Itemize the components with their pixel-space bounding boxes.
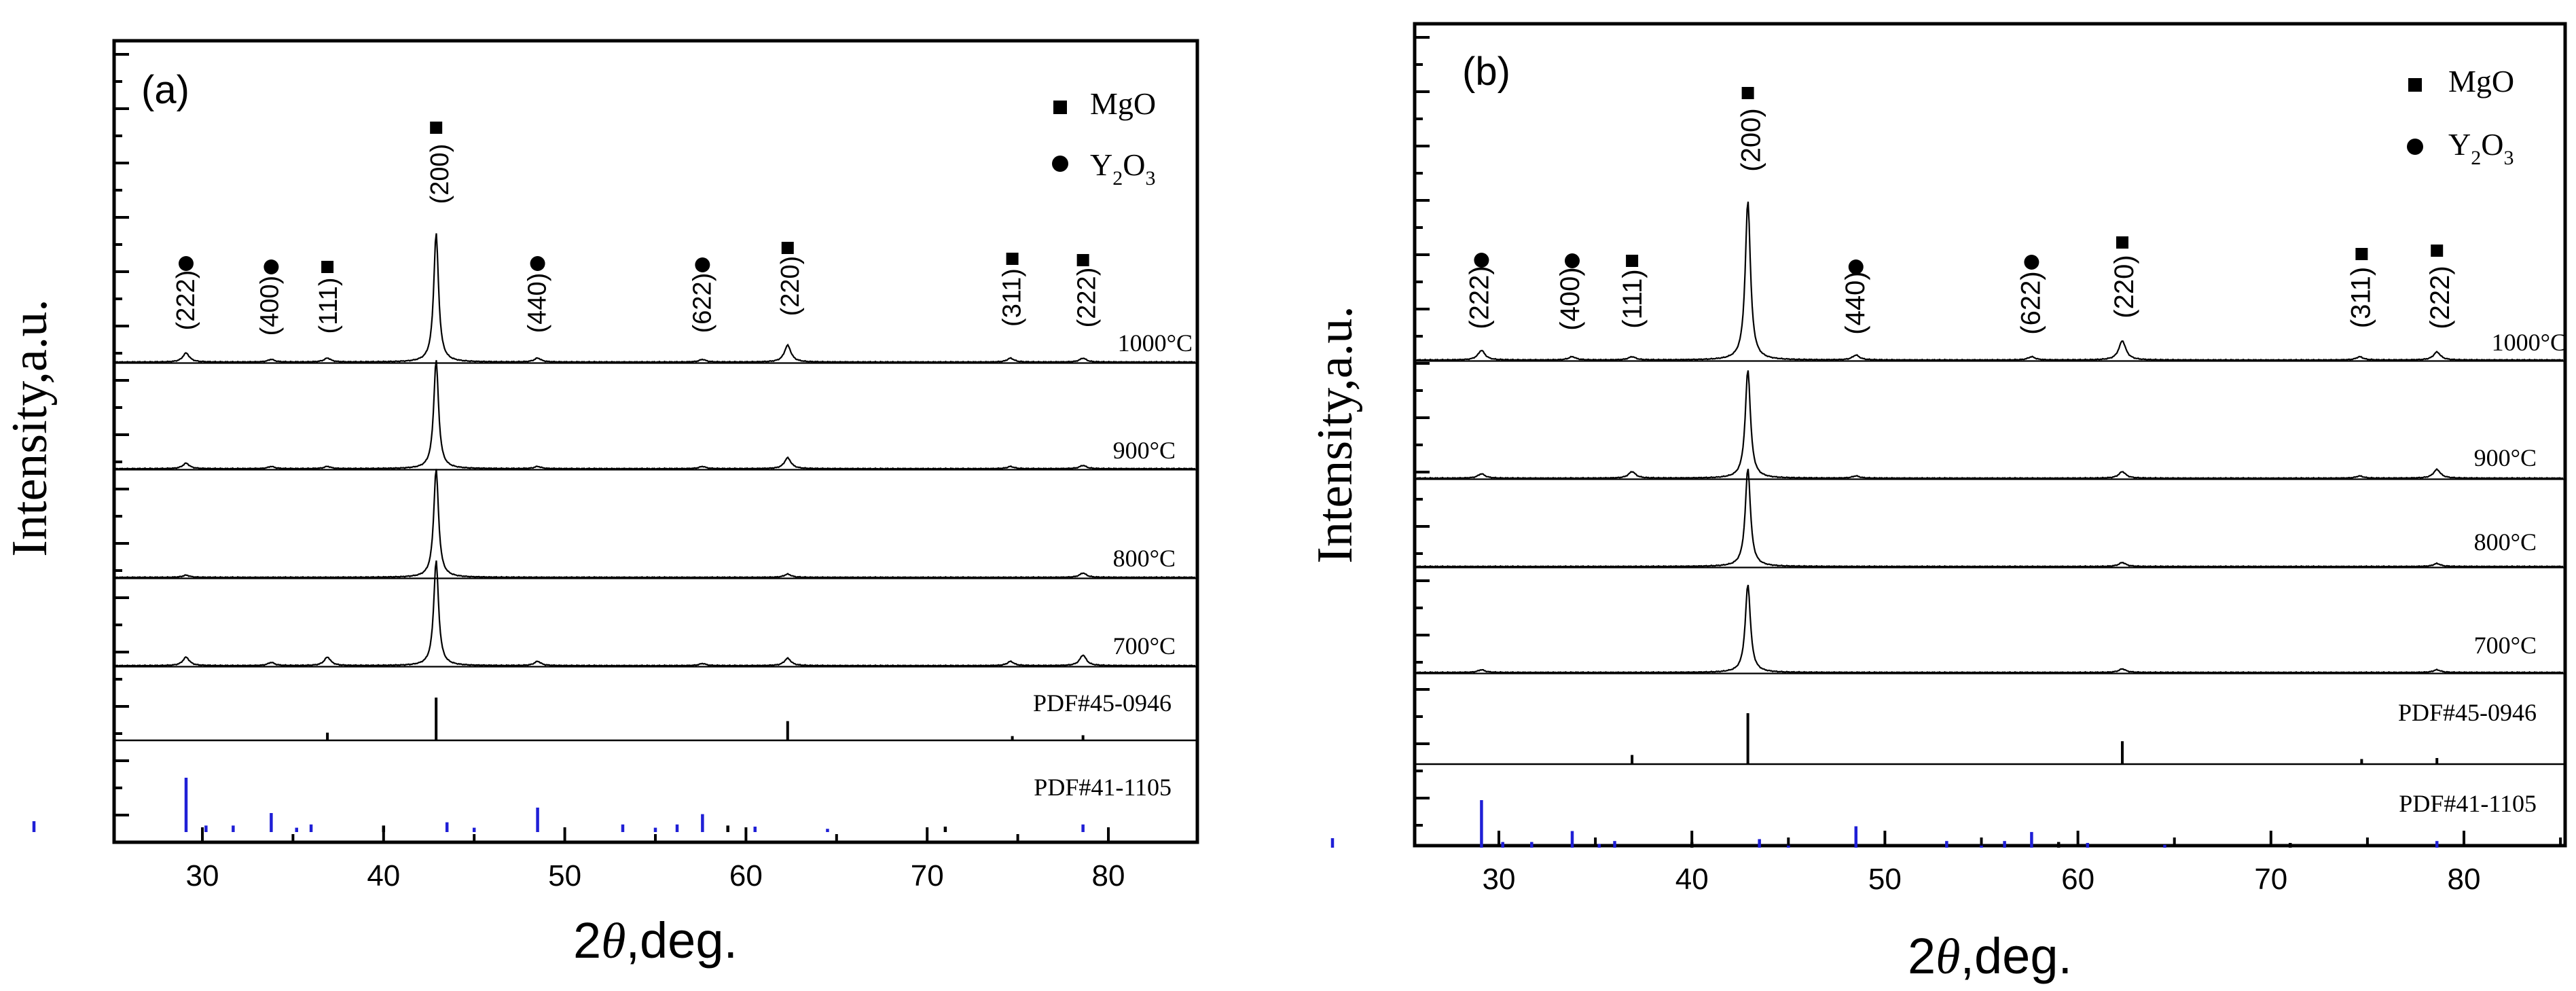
x-tick-label: 60 <box>729 859 763 893</box>
axis-ticks: 30 40 50 60 70 80 <box>1415 36 2562 896</box>
x-axis-title: 2θ,deg. <box>573 912 738 969</box>
peak-label: (222) <box>2425 266 2455 329</box>
y-axis-title: Intensity,a.u. <box>1307 306 1363 564</box>
plot-frame <box>1413 22 2567 848</box>
series-label-800c: 800°C <box>2474 528 2537 556</box>
series-trace-1000c <box>1415 201 2564 361</box>
mgo-peak-marker <box>1626 255 1639 267</box>
x-axis-title: 2θ,deg. <box>1908 928 2072 985</box>
peak-label: (311) <box>998 268 1027 327</box>
axis-ticks: 30 40 50 60 70 80 <box>114 53 1125 893</box>
x-tick-label: 50 <box>548 859 581 893</box>
series-label-800c: 800°C <box>1113 545 1176 572</box>
peak-label: (200) <box>1737 108 1766 171</box>
panel-label: (b) <box>1462 50 1510 94</box>
mgo-peak-marker <box>430 122 443 134</box>
y2o3-peak-marker <box>1474 253 1489 268</box>
panel-label: (a) <box>141 68 189 112</box>
y-axis-title: Intensity,a.u. <box>2 299 58 557</box>
y2o3-peak-marker <box>264 259 279 274</box>
mgo-peak-marker <box>2355 248 2368 260</box>
series-label-1000c: 1000°C <box>1118 329 1193 357</box>
mgo-peak-marker <box>1006 253 1019 265</box>
series-traces <box>1415 201 2565 674</box>
reference-y2o3-label: PDF#41-1105 <box>1034 774 1172 801</box>
mgo-legend-marker <box>1053 101 1067 114</box>
mgo-peak-marker <box>1076 254 1089 266</box>
peak-label: (222) <box>1073 268 1102 328</box>
peak-label: (111) <box>1618 269 1648 328</box>
reference-y2o3-lines <box>32 778 1085 832</box>
series-trace-700c <box>1415 584 2564 674</box>
peak-label: (222) <box>172 270 200 331</box>
reference-y2o3-label: PDF#41-1105 <box>2399 790 2537 817</box>
series-label-1000c: 1000°C <box>2492 329 2566 356</box>
peak-label: (400) <box>1555 267 1585 330</box>
peak-label: (440) <box>524 273 552 334</box>
mgo-legend-label: MgO <box>1090 86 1156 121</box>
y2o3-legend-label: Y2O3 <box>1090 147 1155 190</box>
panel-a: 30 40 50 60 70 80 (222) (400) (111) (200) (440) (6… <box>2 39 1199 969</box>
x-tick-label: 30 <box>1483 863 1516 896</box>
y2o3-peak-marker <box>1848 259 1864 274</box>
series-trace-800c <box>1415 469 2564 569</box>
peak-label: (222) <box>1464 266 1494 329</box>
mgo-peak-marker <box>2431 245 2444 257</box>
x-tick-label: 70 <box>2254 863 2287 896</box>
peak-label: (111) <box>314 277 343 334</box>
peak-annotations: (222) (400) (111) (200) (440) (622) (220) (311)… <box>1464 87 2455 335</box>
reference-mgo-label: PDF#45-0946 <box>1033 689 1172 717</box>
peak-label: (622) <box>2016 271 2046 334</box>
series-traces <box>114 233 1197 668</box>
x-tick-label: 80 <box>1092 859 1125 893</box>
mgo-peak-marker <box>1741 87 1754 99</box>
x-tick-label: 30 <box>186 859 219 893</box>
reference-mgo-lines <box>114 698 1197 742</box>
reference-mgo-lines <box>1415 713 2565 765</box>
x-tick-label: 70 <box>911 859 944 893</box>
peak-annotations: (222) (400) (111) (200) (440) (622) (220) (311)… <box>172 122 1102 336</box>
y2o3-peak-marker <box>1564 253 1580 268</box>
y2o3-legend-marker <box>1052 156 1068 172</box>
y2o3-peak-marker <box>695 257 710 272</box>
y2o3-peak-marker <box>2024 255 2039 270</box>
peak-label: (622) <box>688 273 716 334</box>
series-label-900c: 900°C <box>1113 437 1176 464</box>
panel-b: 30 40 50 60 70 80 (222) (400) (111) (200) (440) (6… <box>1307 22 2567 985</box>
legend: MgO Y2O3 <box>1052 86 1156 190</box>
peak-label: (220) <box>2109 255 2139 318</box>
mgo-peak-marker <box>321 261 334 273</box>
y2o3-legend-marker <box>2407 139 2423 155</box>
y2o3-peak-marker <box>530 256 545 271</box>
series-label-700c: 700°C <box>2474 632 2537 659</box>
x-tick-label: 50 <box>1868 863 1902 896</box>
x-tick-label: 80 <box>2448 863 2481 896</box>
y2o3-peak-marker <box>178 256 194 271</box>
y2o3-legend-label: Y2O3 <box>2448 127 2514 169</box>
peak-label: (220) <box>776 256 805 317</box>
x-tick-label: 40 <box>1675 863 1709 896</box>
mgo-legend-label: MgO <box>2448 64 2514 98</box>
peak-label: (200) <box>426 144 454 204</box>
mgo-peak-marker <box>781 242 794 254</box>
peak-label: (400) <box>255 276 284 336</box>
reference-mgo-label: PDF#45-0946 <box>2398 699 2537 726</box>
x-tick-label: 60 <box>2061 863 2094 896</box>
peak-label: (311) <box>2346 267 2376 328</box>
legend: MgO Y2O3 <box>2407 64 2514 169</box>
series-trace-900c <box>1415 370 2564 480</box>
series-label-900c: 900°C <box>2474 444 2537 471</box>
mgo-legend-marker <box>2408 78 2422 92</box>
series-trace-1000c <box>115 233 1196 363</box>
mgo-peak-marker <box>2116 236 2128 249</box>
x-tick-label: 40 <box>367 859 400 893</box>
peak-label: (440) <box>1840 271 1870 334</box>
series-label-700c: 700°C <box>1113 632 1176 660</box>
